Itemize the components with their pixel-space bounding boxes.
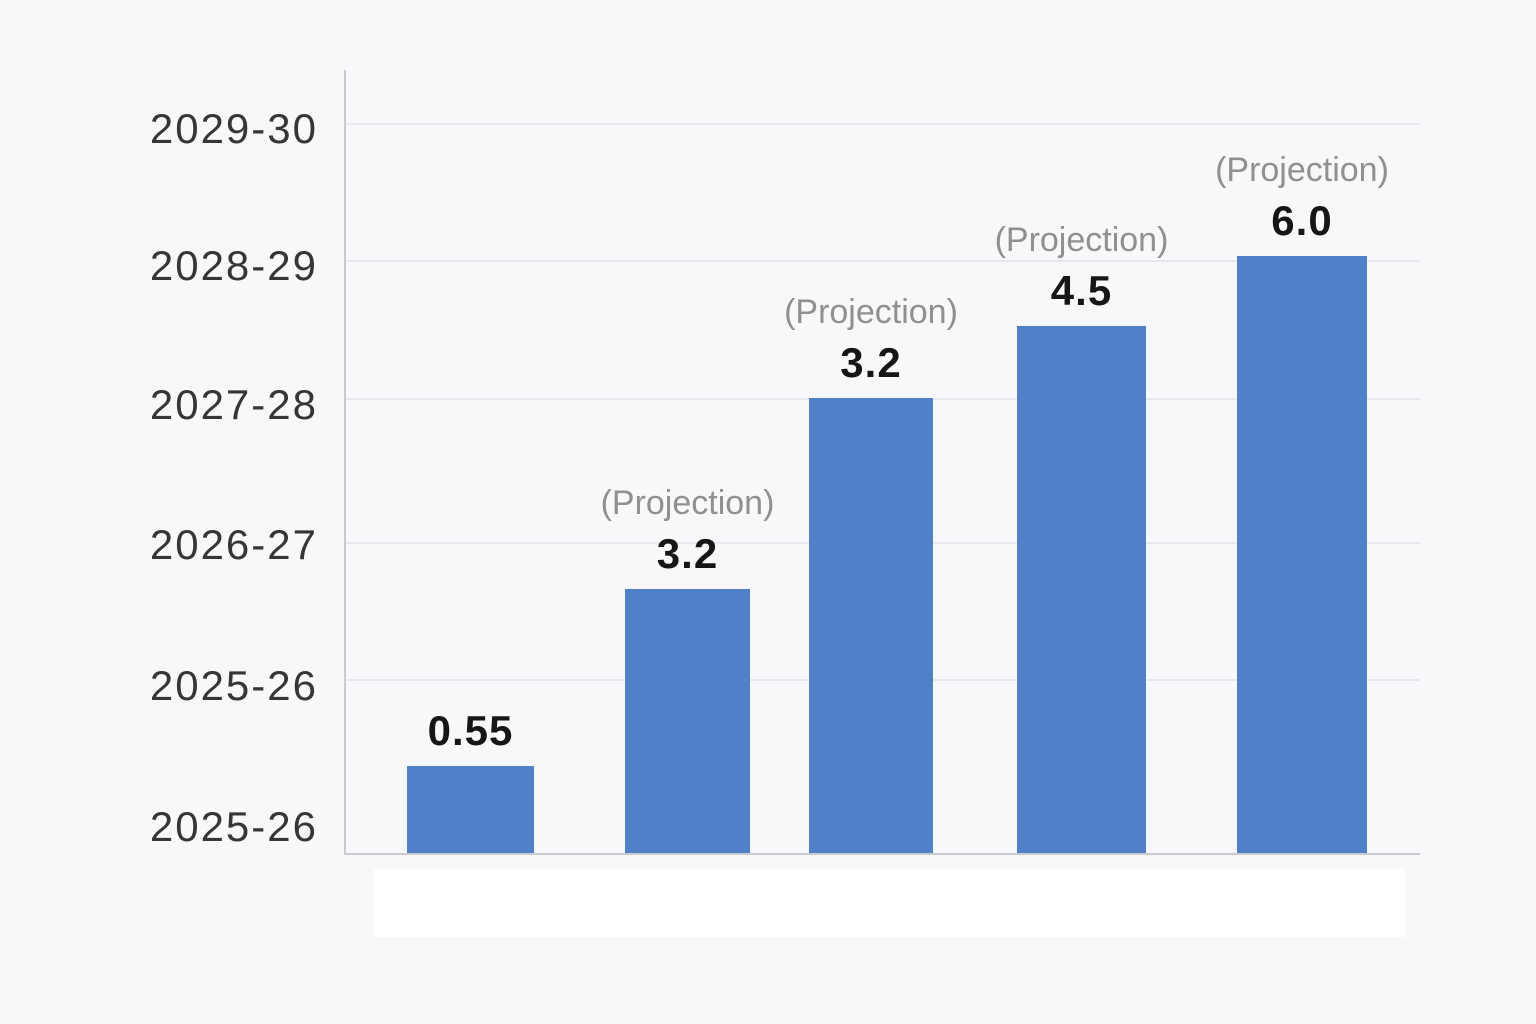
y-axis-tick-label: 2026-27 xyxy=(149,521,318,569)
x-axis-line xyxy=(344,853,1420,855)
bar xyxy=(407,766,534,853)
bar xyxy=(1017,326,1146,853)
footer-blank-box xyxy=(374,869,1405,937)
y-axis-tick-label: 2025-26 xyxy=(149,662,318,710)
bar-projection-label: (Projection) xyxy=(784,292,958,331)
y-axis-tick-label: 2028-29 xyxy=(149,242,318,290)
bar-value-label: 3.2 xyxy=(840,338,902,386)
y-axis-tick-label: 2025-26 xyxy=(149,803,318,851)
bar-value-label: 6.0 xyxy=(1271,196,1333,244)
y-axis-tick-label: 2027-28 xyxy=(149,381,318,429)
y-axis-tick-label: 2029-30 xyxy=(149,105,318,153)
plot-area: 0.55 3.2 (Projection) 3.2 (Projection) 4.5 (Pr… xyxy=(344,70,1420,855)
bar-value-label: 3.2 xyxy=(656,529,719,577)
y-axis-line xyxy=(344,70,346,853)
bar xyxy=(625,589,750,853)
bar-projection-label: (Projection) xyxy=(1215,150,1389,189)
bar-projection-label: (Projection) xyxy=(994,220,1169,259)
bar-projection-label: (Projection) xyxy=(600,483,775,522)
gridline xyxy=(346,260,1420,262)
bar-value-label: 0.55 xyxy=(427,706,514,754)
bar xyxy=(1237,256,1367,853)
bar-value-label: 4.5 xyxy=(1050,266,1113,314)
gridline xyxy=(346,123,1420,125)
bar xyxy=(809,398,933,853)
